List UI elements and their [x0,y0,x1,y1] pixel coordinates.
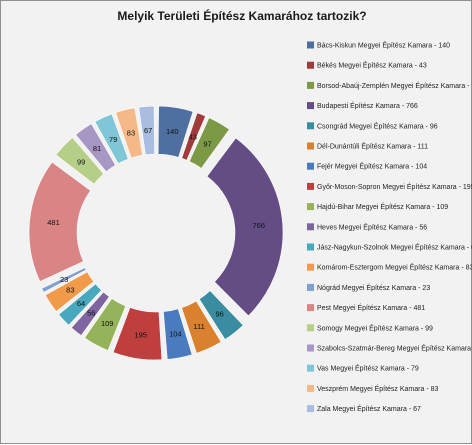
slice-somogy-megyei-epitesz-kamara [55,137,105,185]
slice-value-label: 195 [134,330,147,339]
slice-value-label: 99 [77,158,85,167]
slice-fejer-megyei-epitesz-kamara [163,308,193,360]
slice-value-label: 111 [193,322,204,331]
slice-borsod-abauj-zemplen-megyei-epitesz-kamara [188,117,230,169]
legend-entry: Budapesti Építész Kamara - 766 [317,101,418,110]
slice-value-label: 43 [189,132,197,141]
slice-value-label: 481 [47,218,60,227]
slice-jasz-nagykun-szolnok-megyei-epitesz-kamara [58,283,102,326]
legend-entry: Dél-Dunántúli Építész Kamara - 111 [317,142,428,151]
slice-csongrad-megyei-epitesz-kamara [198,290,244,340]
legend-swatch [307,283,314,291]
slice-bekes-megyei-epitesz-kamara [181,112,206,161]
legend-swatch [307,182,314,190]
slice-value-label: 140 [166,127,179,136]
slice-value-label: 109 [101,319,114,328]
legend-swatch [307,344,314,352]
legend-entry: Bács-Kiskun Megyei Építész Kamara - 140 [317,41,450,50]
slice-value-label: 83 [66,286,74,295]
slice-value-label: 79 [109,135,117,144]
legend-swatch [307,61,314,69]
legend-swatch [307,41,314,49]
legend-swatch [307,162,314,170]
slice-value-label: 97 [203,139,211,148]
legend-entry: Hajdú-Bihar Megyei Építész Kamara - 109 [317,202,448,211]
slice-value-label: 56 [87,309,95,318]
legend-entry: Vas Megyei Építész Kamara - 79 [317,364,419,373]
legend-swatch [307,304,314,312]
legend-entry: Somogy Megyei Építész Kamara - 99 [317,323,433,332]
legend-swatch [307,405,314,413]
legend: Bács-Kiskun Megyei Építész Kamara - 140 B… [307,41,472,413]
legend-entry: Heves Megyei Építész Kamara - 56 [317,222,427,231]
slice-gyor-moson-sopron-megyei-epitesz-kamara [112,307,163,361]
legend-swatch [307,142,314,150]
slice-pest-megyei-epitesz-kamara [28,161,92,282]
legend-entry: Nógrád Megyei Építész Kamara - 23 [317,283,430,292]
legend-entry: Csongrád Megyei Építész Kamara - 96 [317,121,438,130]
chart-title: Melyik Területi Építész Kamarához tartoz… [117,9,367,23]
legend-entry: Pest Megyei Építész Kamara - 481 [317,303,425,312]
legend-swatch [307,324,314,332]
legend-swatch [307,223,314,231]
legend-entry: Fejér Megyei Építész Kamara - 104 [317,162,427,171]
slice-value-label: 96 [215,309,223,318]
slice-heves-megyei-epitesz-kamara [70,291,110,336]
legend-swatch [307,384,314,392]
slice-value-label: 766 [252,221,265,230]
legend-swatch [307,203,314,211]
legend-swatch [307,122,314,130]
slices-group: 1404397766961111041951095664832348199817… [28,105,284,361]
legend-swatch [307,263,314,271]
legend-entry: Békés Megyei Építész Kamara - 43 [317,61,427,70]
legend-swatch [307,364,314,372]
slice-bacs-kiskun-megyei-epitesz-kamara [157,105,194,158]
slice-vas-megyei-epitesz-kamara [94,113,129,165]
slice-hajdu-bihar-megyei-epitesz-kamara [84,298,127,351]
slice-nograd-megyei-epitesz-kamara [41,267,87,293]
legend-entry: Zala Megyei Építész Kamara - 67 [317,404,421,413]
legend-entry: Komárom-Esztergom Megyei Építész Kamara … [317,263,472,272]
slice-komarom-esztergom-megyei-epitesz-kamara [44,271,95,312]
slice-budapesti-epitesz-kamara [206,137,284,317]
slice-value-label: 81 [93,144,101,153]
legend-swatch [307,102,314,110]
slice-value-label: 23 [60,275,68,284]
slice-del-dunantuli-epitesz-kamara [181,300,222,354]
slice-value-label: 83 [127,129,135,138]
legend-entry: Győr-Moson-Sopron Megyei Építész Kamara … [317,182,472,191]
legend-entry: Borsod-Abaúj-Zemplén Megyei Építész Kama… [317,81,472,90]
legend-entry: Jász-Nagykun-Szolnok Megyei Építész Kama… [317,243,472,252]
legend-entry: Veszprém Megyei Építész Kamara - 83 [317,384,438,393]
slice-veszprem-megyei-epitesz-kamara [115,107,143,159]
legend-swatch [307,81,314,89]
slice-value-label: 104 [169,330,182,339]
slice-value-label: 67 [144,126,152,135]
legend-swatch [307,243,314,251]
slice-szabolcs-szatmar-bereg-megyei-epitesz-kamara [75,123,116,173]
legend-entry: Szabolcs-Szatmár-Bereg Megyei Építész Ka… [317,344,472,353]
slice-zala-megyei-epitesz-kamara [138,105,155,156]
slice-value-label: 64 [77,299,85,308]
